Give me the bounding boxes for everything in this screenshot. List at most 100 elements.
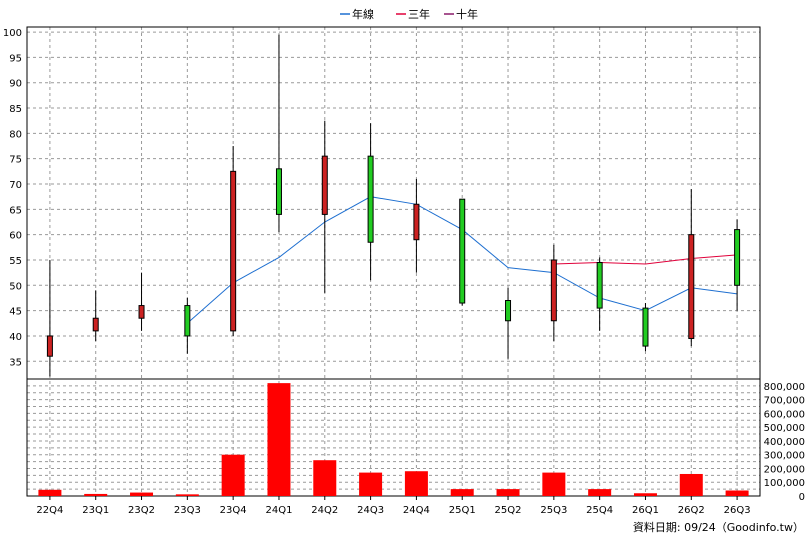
volume-bar-26Q1 bbox=[634, 493, 657, 496]
volume-bar-22Q4 bbox=[38, 490, 61, 496]
volume-bar-24Q2 bbox=[313, 460, 336, 496]
legend-label: 年線 bbox=[352, 7, 374, 21]
candle-25Q4 bbox=[597, 257, 602, 330]
candle-25Q1 bbox=[460, 199, 465, 305]
price-tick-label: 40 bbox=[9, 332, 22, 343]
candle-body bbox=[460, 199, 465, 303]
candle-body bbox=[689, 235, 694, 339]
candle-26Q3 bbox=[735, 219, 740, 310]
candle-body bbox=[276, 169, 281, 215]
candle-24Q4 bbox=[414, 179, 419, 273]
x-tick-label: 26Q1 bbox=[632, 505, 659, 516]
candle-body bbox=[368, 156, 373, 242]
candle-23Q2 bbox=[139, 273, 144, 331]
volume-bar-24Q4 bbox=[405, 471, 428, 496]
price-tick-label: 90 bbox=[9, 79, 22, 90]
candle-body bbox=[231, 171, 236, 331]
legend: 年線 三年 十年 bbox=[340, 7, 478, 21]
candle-24Q2 bbox=[322, 121, 327, 293]
price-panel-frame bbox=[27, 27, 760, 379]
x-tick-label: 25Q1 bbox=[449, 505, 476, 516]
price-tick-label: 65 bbox=[9, 205, 22, 216]
volume-tick-label: 400,000 bbox=[764, 437, 805, 448]
volume-bar-24Q1 bbox=[267, 383, 290, 496]
candle-body bbox=[551, 260, 556, 321]
x-tick-label: 26Q2 bbox=[678, 505, 705, 516]
x-tick-label: 24Q4 bbox=[403, 505, 430, 516]
candle-25Q2 bbox=[506, 288, 511, 359]
candle-body bbox=[597, 263, 602, 309]
plot-frames bbox=[27, 27, 760, 496]
volume-tick-label: 600,000 bbox=[764, 409, 805, 420]
x-tick-label: 24Q3 bbox=[357, 505, 384, 516]
grid bbox=[27, 27, 760, 496]
volume-tick-label: 300,000 bbox=[764, 451, 805, 462]
volume-tick-label: 500,000 bbox=[764, 423, 805, 434]
x-tick-label: 23Q3 bbox=[174, 505, 201, 516]
data-date-credit: 資料日期: 09/24（Goodinfo.tw） bbox=[633, 520, 804, 534]
volume-bar-23Q3 bbox=[176, 494, 199, 496]
legend-item-年線: 年線 bbox=[340, 7, 374, 21]
volume-axis-ticks: 0 100,000 200,000 300,000 400,000 500,000 600,… bbox=[764, 382, 805, 503]
x-tick-label: 25Q2 bbox=[495, 505, 522, 516]
volume-bar-25Q3 bbox=[542, 473, 565, 496]
volume-bar-25Q4 bbox=[588, 489, 611, 496]
candle-22Q4 bbox=[47, 260, 52, 376]
candle-23Q3 bbox=[185, 298, 190, 354]
x-tick-label: 23Q2 bbox=[128, 505, 155, 516]
volume-tick-label: 0 bbox=[799, 492, 805, 503]
volume-tick-label: 200,000 bbox=[764, 464, 805, 475]
candle-24Q3 bbox=[368, 123, 373, 280]
candle-23Q1 bbox=[93, 290, 98, 341]
candle-body bbox=[322, 156, 327, 214]
candle-body bbox=[506, 300, 511, 320]
volume-tick-label: 800,000 bbox=[764, 382, 805, 393]
volume-bar-23Q2 bbox=[130, 493, 153, 496]
candle-body bbox=[414, 204, 419, 239]
candle-26Q2 bbox=[689, 189, 694, 346]
candle-25Q3 bbox=[551, 245, 556, 341]
candle-23Q4 bbox=[231, 146, 236, 336]
volume-tick-label: 100,000 bbox=[764, 478, 805, 489]
candle-body bbox=[185, 306, 190, 336]
price-tick-label: 35 bbox=[9, 357, 22, 368]
legend-label: 三年 bbox=[408, 7, 430, 21]
x-axis-ticks: 22Q4 23Q1 23Q2 23Q3 23Q4 24Q1 24Q2 24Q3 24Q4 25Q1… bbox=[36, 496, 750, 516]
candle-26Q1 bbox=[643, 303, 648, 351]
price-tick-label: 85 bbox=[9, 104, 22, 115]
x-tick-label: 26Q3 bbox=[724, 505, 751, 516]
volume-tick-label: 700,000 bbox=[764, 396, 805, 407]
x-tick-label: 22Q4 bbox=[36, 505, 63, 516]
price-tick-label: 55 bbox=[9, 256, 22, 267]
candle-body bbox=[139, 306, 144, 319]
volume-bar-26Q3 bbox=[726, 490, 749, 496]
x-tick-label: 25Q4 bbox=[586, 505, 613, 516]
x-tick-label: 24Q1 bbox=[265, 505, 292, 516]
price-tick-label: 70 bbox=[9, 180, 22, 191]
candle-body bbox=[735, 230, 740, 286]
volume-bar-23Q4 bbox=[222, 455, 245, 496]
candle-body bbox=[643, 308, 648, 346]
x-tick-label: 25Q3 bbox=[540, 505, 567, 516]
volume-bar-26Q2 bbox=[680, 474, 703, 496]
x-tick-label: 23Q1 bbox=[82, 505, 109, 516]
candle-body bbox=[93, 318, 98, 331]
price-tick-label: 80 bbox=[9, 129, 22, 140]
volume-bar-23Q1 bbox=[84, 494, 107, 496]
legend-label: 十年 bbox=[456, 7, 478, 21]
price-tick-label: 95 bbox=[9, 53, 22, 64]
legend-item-三年: 三年 bbox=[396, 7, 430, 21]
volume-panel-frame bbox=[27, 379, 760, 496]
candle-body bbox=[47, 336, 52, 356]
price-tick-label: 75 bbox=[9, 155, 22, 166]
price-tick-label: 60 bbox=[9, 231, 22, 242]
legend-item-十年: 十年 bbox=[444, 7, 478, 21]
price-tick-label: 100 bbox=[3, 28, 22, 39]
x-tick-label: 24Q2 bbox=[311, 505, 338, 516]
price-axis-ticks: 35404550556065707580859095100 bbox=[3, 28, 22, 368]
volume-bar-24Q3 bbox=[359, 473, 382, 496]
volume-bar-25Q1 bbox=[451, 489, 474, 496]
x-tick-label: 23Q4 bbox=[220, 505, 247, 516]
volume-bar-25Q2 bbox=[497, 489, 520, 496]
